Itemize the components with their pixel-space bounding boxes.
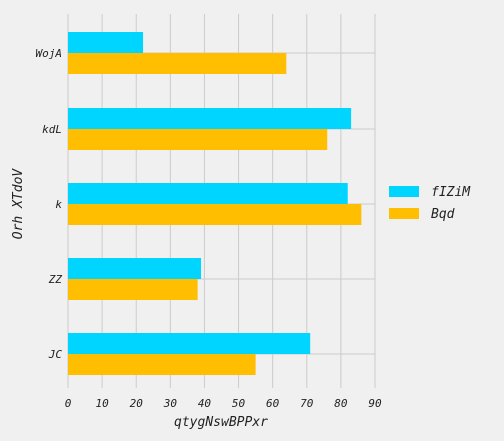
x-tick-label: 10 xyxy=(95,397,109,410)
x-tick-label: 30 xyxy=(163,397,178,410)
x-tick-label: 80 xyxy=(334,397,348,410)
x-tick-label: 0 xyxy=(65,397,72,410)
x-axis-title: qtygNswBPPxr xyxy=(174,415,268,430)
bar-fIZiM-ZZ xyxy=(68,258,202,279)
y-category-label: kdL xyxy=(42,123,62,136)
x-tick-label: 50 xyxy=(232,397,246,410)
x-tick-label: 90 xyxy=(368,397,382,410)
bar-fIZiM-kdL xyxy=(68,108,352,129)
legend-label: fIZiM xyxy=(431,185,471,200)
bars xyxy=(68,32,362,375)
y-category-label: ZZ xyxy=(48,273,63,286)
y-category-label: WojA xyxy=(36,47,63,60)
x-tick-label: 70 xyxy=(300,397,314,410)
bar-Bqd-ZZ xyxy=(68,279,198,300)
bar-fIZiM-k xyxy=(68,183,348,204)
legend-label: Bqd xyxy=(431,207,455,222)
x-tick-label: 20 xyxy=(130,397,144,410)
bar-Bqd-k xyxy=(68,204,362,225)
y-axis-title: Orh XTdoV xyxy=(11,168,26,240)
legend-swatch-Bqd xyxy=(389,208,419,219)
legend-swatch-fIZiM xyxy=(389,186,419,197)
y-category-label: k xyxy=(55,198,62,211)
x-axis-ticks: 0 10 20 30 40 50 60 70 80 90 xyxy=(65,397,382,410)
bar-Bqd-kdL xyxy=(68,129,328,150)
y-axis-categories: WojA kdL k ZZ JC xyxy=(36,47,63,361)
x-tick-label: 40 xyxy=(198,397,212,410)
y-category-label: JC xyxy=(48,348,63,361)
legend: fIZiM Bqd xyxy=(389,185,471,222)
bar-fIZiM-JC xyxy=(68,333,311,354)
bar-Bqd-JC xyxy=(68,354,256,375)
x-tick-label: 60 xyxy=(266,397,280,410)
bar-Bqd-WojA xyxy=(68,53,287,74)
bar-fIZiM-WojA xyxy=(68,32,144,53)
